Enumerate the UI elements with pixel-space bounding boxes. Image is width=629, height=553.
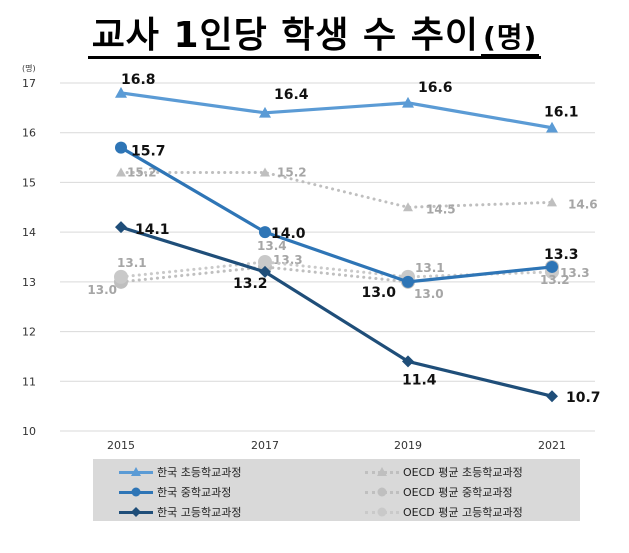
data-label: 16.6	[418, 80, 453, 96]
data-label: 13.3	[560, 266, 590, 280]
data-label: 15.7	[131, 144, 166, 160]
legend-swatch	[365, 487, 399, 497]
data-label: 14.0	[271, 226, 306, 242]
legend-item-oecd-high: OECD 평균 고등학교과정	[365, 503, 523, 521]
data-label: 15.2	[277, 165, 307, 179]
data-point	[115, 141, 127, 154]
chart-title: 교사 1인당 학생 수 추이 (명)	[0, 6, 629, 59]
data-point	[115, 221, 127, 234]
data-point	[402, 275, 414, 288]
data-point	[258, 254, 272, 269]
y-tick-label: 17	[22, 77, 36, 90]
y-tick-label: 16	[22, 127, 36, 140]
data-label: 16.8	[121, 72, 156, 88]
legend-item-kr-high: 한국 고등학교과정	[119, 503, 241, 521]
data-label: 13.0	[361, 285, 396, 301]
data-label: 13.3	[544, 247, 579, 263]
data-label: 13.0	[414, 287, 444, 301]
x-tick-label: 2021	[538, 439, 566, 452]
legend-swatch	[119, 467, 153, 477]
data-label: 13.4	[257, 239, 287, 253]
data-point	[116, 167, 126, 177]
data-label: 13.1	[117, 256, 147, 270]
legend-label: OECD 평균 초등학교과정	[403, 466, 523, 479]
x-tick-label: 2015	[107, 439, 135, 452]
legend-swatch	[365, 507, 399, 517]
legend-label: 한국 초등학교과정	[157, 466, 242, 479]
data-label: 13.2	[540, 273, 570, 287]
data-label: 14.1	[135, 222, 170, 238]
data-point	[547, 197, 557, 207]
data-label: 14.6	[568, 197, 598, 211]
data-label: 10.7	[566, 390, 601, 406]
data-point	[546, 390, 558, 403]
series-2: 14.1 13.2 11.4 10.7	[115, 221, 601, 406]
legend-item-oecd-elementary: OECD 평균 초등학교과정	[365, 463, 523, 481]
data-point	[402, 355, 414, 368]
legend-label: OECD 평균 중학교과정	[403, 486, 513, 499]
y-tick-label: 10	[22, 425, 36, 438]
legend-item-kr-elementary: 한국 초등학교과정	[119, 463, 241, 481]
series-0: 16.8 16.4 16.6 16.1	[115, 72, 579, 133]
y-tick-label: 13	[22, 276, 36, 289]
data-point	[403, 202, 413, 212]
data-label: 14.5	[426, 202, 456, 216]
chart-title-main: 교사 1인당 학생 수 추이	[89, 15, 481, 59]
series-line	[119, 91, 554, 130]
series-line	[119, 225, 554, 398]
series-4: 13.0 13.3 13.0 13.3	[87, 253, 589, 301]
data-point	[114, 269, 128, 284]
data-point	[546, 121, 558, 133]
data-point	[259, 226, 271, 239]
data-label: 13.0	[87, 283, 117, 297]
data-point	[259, 106, 271, 118]
data-label: 13.3	[273, 253, 303, 267]
legend-swatch	[119, 507, 153, 517]
data-point	[546, 260, 558, 273]
data-point	[115, 86, 127, 98]
data-point	[260, 167, 270, 177]
x-tick-label: 2019	[394, 439, 422, 452]
data-point	[259, 265, 271, 278]
y-tick-label: 15	[22, 176, 36, 189]
series-line	[119, 170, 554, 209]
data-label: 16.4	[274, 87, 309, 103]
x-tick-label: 2017	[251, 439, 279, 452]
data-label: 13.1	[415, 261, 445, 275]
legend-label: 한국 고등학교과정	[157, 506, 242, 519]
legend-label: 한국 중학교과정	[157, 486, 232, 499]
y-tick-label: 11	[22, 375, 36, 388]
data-label: 15.2	[127, 165, 157, 179]
series-line	[119, 146, 554, 284]
series-1: 15.7 14.0 13.0 13.3	[115, 141, 579, 301]
y-tick-label: 12	[22, 326, 36, 339]
data-label: 16.1	[544, 105, 579, 121]
legend-swatch	[365, 467, 399, 477]
y-axis-label: (명)	[22, 63, 36, 73]
legend: 한국 초등학교과정 한국 중학교과정 한국 고등학교과정 OECD 평균 초등학…	[93, 459, 580, 521]
chart-title-unit: (명)	[480, 21, 540, 57]
data-point	[402, 96, 414, 108]
legend-swatch	[119, 487, 153, 497]
series-3: 15.2 15.2 14.5 14.6	[116, 165, 598, 216]
legend-item-kr-middle: 한국 중학교과정	[119, 483, 231, 501]
data-label: 11.4	[402, 372, 437, 388]
legend-label: OECD 평균 고등학교과정	[403, 506, 523, 519]
legend-item-oecd-middle: OECD 평균 중학교과정	[365, 483, 513, 501]
y-tick-label: 14	[22, 226, 36, 239]
data-label: 13.2	[233, 276, 268, 292]
